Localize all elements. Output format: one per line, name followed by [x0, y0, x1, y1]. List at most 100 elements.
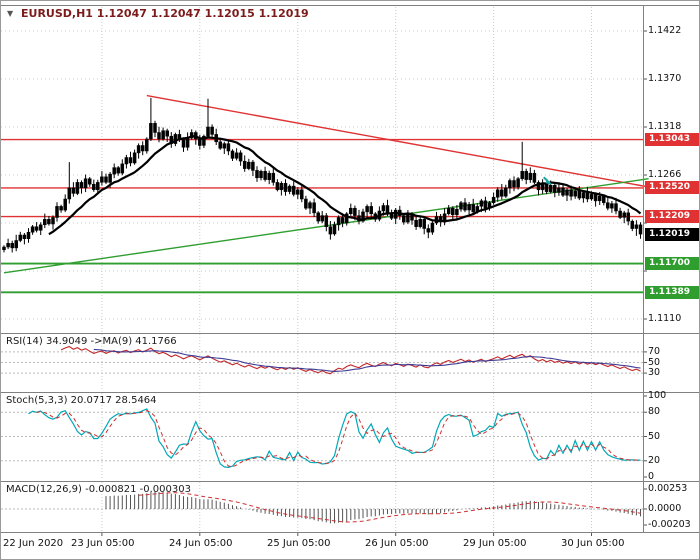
symbol-dropdown-icon[interactable]: ▼	[7, 9, 14, 18]
candle-body	[108, 173, 112, 183]
candle-body	[324, 215, 329, 227]
macd-axis-label: 0.0000	[648, 502, 682, 514]
candle-body	[230, 150, 235, 159]
candle-body	[71, 187, 76, 194]
candle-body	[491, 196, 496, 203]
candle-body	[149, 123, 153, 140]
candle-body	[471, 204, 475, 213]
candle-body	[602, 195, 606, 203]
candle-body	[83, 178, 88, 189]
candle-body	[455, 208, 459, 215]
candle-body	[418, 219, 422, 227]
rsi-line	[60, 345, 641, 375]
candle-body	[528, 172, 533, 180]
candle-body	[238, 152, 243, 162]
candle-body	[2, 246, 6, 251]
annotation-arrow-head	[545, 178, 551, 185]
candle-body	[369, 206, 373, 215]
candle-body	[385, 205, 390, 214]
moving-average-line	[48, 135, 642, 236]
candle-body	[185, 137, 190, 148]
candle-body	[606, 202, 610, 209]
candle-body	[589, 194, 594, 200]
chart-header: ▼ EURUSD,H1 1.12047 1.12047 1.12015 1.12…	[7, 7, 309, 20]
candle-body	[451, 207, 455, 215]
candle-body	[446, 207, 451, 214]
candle-body	[145, 138, 149, 152]
date-axis-label: 22 Jun 2020	[3, 538, 64, 549]
stoch-indicator-label: Stoch(5,3,3) 20.0717 28.5464	[6, 395, 157, 406]
candle-body	[14, 240, 18, 249]
candle-body	[316, 212, 320, 222]
candle-body	[263, 171, 267, 180]
candle-body	[320, 215, 324, 222]
candle-body	[630, 220, 635, 229]
candle-body	[548, 184, 553, 192]
price-axis-label: 1.1370	[648, 73, 682, 84]
candle-body	[524, 171, 528, 180]
candle-body	[296, 189, 300, 195]
macd-axis-label: 0.00253	[648, 483, 688, 494]
candle-body	[430, 222, 435, 233]
candle-body	[557, 187, 561, 193]
candle-body	[210, 126, 214, 135]
price-level-tag: 1.12520	[645, 181, 699, 195]
candle-body	[55, 206, 59, 218]
macd-axis-label: -0.00203	[648, 519, 691, 530]
date-axis-label: 29 Jun 05:00	[463, 538, 527, 549]
candle-body	[585, 192, 590, 200]
candle-body	[573, 190, 577, 197]
candle-body	[10, 243, 14, 249]
candle-body	[59, 206, 63, 211]
candle-body	[136, 145, 141, 154]
candle-body	[51, 217, 55, 225]
rsi-axis-label: 50	[648, 356, 661, 368]
candle-body	[332, 224, 337, 235]
candle-body	[402, 215, 406, 223]
candle-body	[536, 182, 541, 191]
price-level-tag: 1.12209	[645, 210, 699, 224]
candle-body	[283, 183, 288, 192]
price-level-tag: 1.11700	[645, 257, 699, 271]
candle-body	[165, 130, 169, 137]
candle-body	[92, 183, 96, 190]
candle-body	[63, 198, 67, 211]
price-axis-label: 1.1266	[648, 169, 682, 180]
candle-body	[267, 172, 271, 180]
candle-body	[153, 123, 157, 133]
candle-body	[483, 200, 488, 209]
macd-signal-line	[138, 492, 641, 523]
candle-body	[393, 209, 398, 219]
candle-body	[75, 182, 80, 194]
rsi-ma-line	[93, 348, 641, 372]
candle-body	[312, 202, 316, 214]
candle-body	[426, 228, 431, 233]
candle-body	[597, 195, 602, 202]
candle-body	[406, 214, 410, 223]
candle-body	[622, 212, 626, 218]
candle-body	[128, 157, 133, 164]
candle-body	[561, 187, 565, 196]
candle-body	[361, 211, 365, 222]
candle-body	[43, 219, 47, 226]
date-axis-label: 30 Jun 05:00	[561, 538, 625, 549]
candle-body	[553, 184, 557, 193]
current-price-tag: 1.12019	[645, 227, 699, 241]
candle-body	[242, 160, 247, 169]
candle-body	[508, 180, 512, 189]
stoch-axis-label: 20	[648, 454, 661, 466]
candle-body	[414, 219, 418, 227]
candle-body	[271, 172, 276, 183]
candle-body	[614, 203, 618, 212]
ohlc-quotes: 1.12047 1.12047 1.12015 1.12019	[96, 7, 309, 20]
candle-body	[365, 206, 369, 213]
candle-body	[226, 143, 231, 152]
candle-body	[532, 172, 537, 183]
candle-body	[565, 189, 569, 196]
candle-body	[463, 202, 467, 211]
candle-body	[157, 132, 161, 140]
candle-body	[304, 198, 308, 209]
candle-body	[381, 205, 386, 212]
resistance-trendline[interactable]	[146, 94, 649, 188]
